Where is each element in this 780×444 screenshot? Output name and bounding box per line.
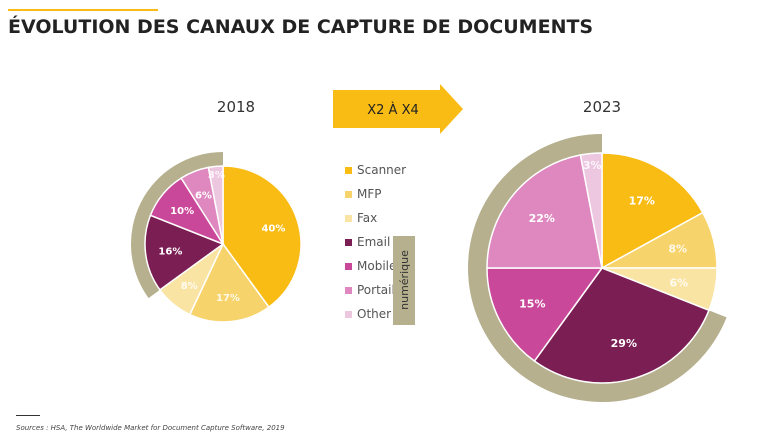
data-label: 29% [611,337,637,350]
pie-slice-other [207,165,224,245]
legend-swatch-mobile [345,263,352,270]
legend-swatch-email [345,239,352,246]
arrow-label: X2 À X4 [367,102,419,118]
arrow-shape [333,84,463,134]
pie-title: 2023 [583,98,621,116]
data-label: 6% [195,191,212,202]
legend-swatch-fax [345,215,352,222]
data-label: 10% [170,206,194,217]
data-label: 17% [216,293,240,304]
data-label: 17% [629,195,655,208]
data-label: 15% [519,298,545,311]
group-label: numérique [398,250,411,310]
data-label: 40% [261,224,285,235]
digital-arc-2018 [131,152,223,299]
data-label: 3% [208,170,225,181]
pie-slice-mfp [188,242,270,323]
group-box [393,236,415,325]
legend-label: Mobile [357,259,396,273]
data-label: 3% [583,159,602,172]
data-label: 6% [669,277,688,290]
pie-title: 2018 [217,98,255,116]
title-accent-line [8,9,158,11]
legend-swatch-scanner [345,167,352,174]
data-label: 8% [668,243,687,256]
legend-label: Portail [357,283,395,297]
pie-slice-email [144,214,225,291]
pie-slice-mobile [486,267,604,363]
source-divider [16,415,40,416]
legend-label: Other [357,307,391,321]
legend-label: Fax [357,211,377,225]
legend-swatch-other [345,311,352,318]
data-label: 16% [158,247,182,258]
pie-slice-other [579,152,603,269]
pie-slice-scanner [222,165,302,309]
pie-slice-email [533,267,710,384]
pie-slice-scanner [601,152,704,270]
legend-label: Email [357,235,390,249]
legend-label: MFP [357,187,382,201]
legend-swatch-mfp [345,191,352,198]
data-label: 22% [529,212,555,225]
legend-swatch-portail [345,287,352,294]
pie-slice-portail [486,154,603,269]
data-label: 8% [181,281,198,292]
source-note: Sources : HSA, The Worldwide Market for … [16,424,285,432]
legend-label: Scanner [357,163,406,177]
page-title: ÉVOLUTION DES CANAUX DE CAPTURE DE DOCUM… [8,16,594,38]
